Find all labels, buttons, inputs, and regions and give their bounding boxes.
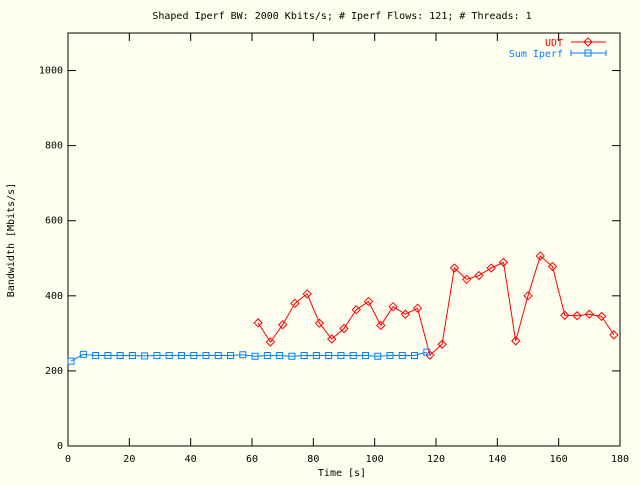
data-point [523, 291, 533, 301]
legend-label: Sum Iperf [509, 49, 563, 60]
data-point [67, 357, 75, 365]
data-point [128, 352, 136, 360]
data-point [547, 261, 558, 272]
data-point [388, 301, 398, 312]
y-axis: 0 200 400 600 800 1000 [39, 66, 620, 452]
data-point [327, 334, 337, 344]
data-point [425, 350, 435, 360]
data-point [339, 323, 349, 334]
series-line [257, 255, 615, 357]
data-point [116, 352, 124, 360]
data-point [337, 352, 345, 360]
series-sum-iperf [67, 348, 431, 365]
chart-title: Shaped Iperf BW: 2000 Kbits/s; # Iperf F… [152, 11, 531, 22]
data-point [302, 289, 312, 299]
data-point [461, 274, 472, 285]
data-point [276, 352, 284, 360]
x-tick-label: 120 [427, 454, 445, 465]
x-tick-label: 60 [246, 454, 258, 465]
series-udt [253, 251, 619, 360]
x-tick-label: 160 [550, 454, 568, 465]
data-point [412, 303, 423, 313]
data-point [104, 352, 112, 360]
data-point [312, 352, 320, 360]
data-point [411, 352, 419, 360]
plot-frame [67, 32, 621, 447]
data-point [596, 311, 607, 322]
y-tick-label: 200 [45, 366, 63, 377]
data-point [79, 350, 87, 358]
x-tick-label: 0 [65, 454, 71, 465]
y-tick-label: 400 [45, 291, 63, 302]
x-tick-label: 140 [488, 454, 506, 465]
data-point [361, 352, 369, 360]
data-point [423, 348, 431, 356]
y-tick-label: 1000 [39, 66, 63, 77]
x-tick-label: 40 [185, 454, 197, 465]
data-point [314, 318, 325, 328]
y-tick-label: 600 [45, 216, 63, 227]
data-point [153, 352, 161, 360]
data-point [227, 352, 235, 360]
data-point [251, 352, 259, 360]
data-point [325, 352, 333, 360]
data-point [190, 352, 198, 360]
data-point [374, 352, 382, 360]
series-line [70, 351, 427, 362]
data-point [92, 352, 100, 360]
x-tick-label: 20 [123, 454, 135, 465]
y-tick-label: 800 [45, 141, 63, 152]
data-point [376, 320, 386, 331]
data-point [300, 352, 308, 360]
series-layer [67, 251, 619, 365]
y-axis-label: Bandwidth [Mbits/s] [6, 183, 17, 297]
data-point [202, 352, 210, 360]
data-point [511, 336, 521, 346]
legend-marker [583, 37, 593, 47]
data-point [265, 337, 276, 347]
x-tick-label: 100 [366, 454, 384, 465]
data-point [165, 352, 173, 360]
x-tick-label: 180 [611, 454, 629, 465]
data-point [363, 296, 374, 307]
data-point [535, 251, 545, 261]
data-point [351, 305, 361, 315]
data-point [386, 352, 394, 360]
data-point [584, 309, 595, 319]
data-point [437, 339, 447, 349]
x-axis: 0 20 40 60 80 100 120 140 160 180 [65, 33, 629, 465]
data-point [449, 263, 460, 273]
data-point [609, 330, 619, 340]
data-point [239, 351, 247, 359]
data-point [572, 311, 582, 321]
data-point [560, 310, 570, 321]
legend-label: UDT [545, 38, 563, 49]
data-point [398, 352, 406, 360]
data-point [263, 352, 271, 360]
legend-marker [584, 49, 592, 57]
data-point [400, 309, 411, 319]
data-point [253, 318, 263, 328]
data-point [349, 352, 357, 360]
data-point [498, 257, 509, 268]
x-axis-label: Time [s] [318, 468, 366, 479]
data-point [277, 320, 288, 330]
data-point [474, 270, 484, 281]
x-tick-label: 80 [307, 454, 319, 465]
y-tick-label: 0 [57, 441, 63, 452]
data-point [141, 352, 149, 360]
data-point [290, 298, 300, 309]
data-point [486, 263, 496, 273]
data-point [288, 352, 296, 360]
data-point [177, 352, 185, 360]
data-point [214, 352, 222, 360]
